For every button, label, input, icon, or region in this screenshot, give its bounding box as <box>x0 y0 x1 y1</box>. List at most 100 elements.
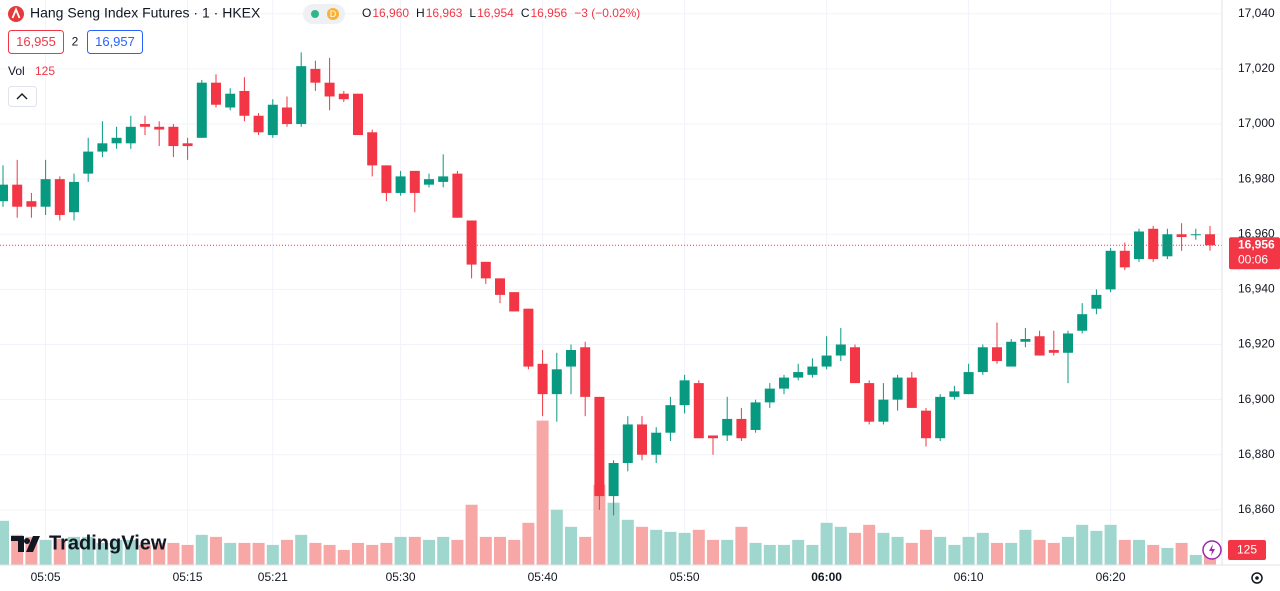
countdown: 00:06 <box>1238 252 1268 266</box>
market-open-dot <box>311 10 319 18</box>
volume-bar <box>607 502 620 565</box>
volume-bar <box>1076 524 1089 565</box>
candle-body <box>878 399 889 422</box>
candle-body <box>54 179 65 215</box>
candle-body <box>651 432 662 455</box>
collapse-icon <box>16 93 28 100</box>
volume-bar <box>834 526 847 565</box>
candle-body <box>1134 231 1144 260</box>
candle-body <box>1077 314 1088 331</box>
candle-body <box>480 261 491 279</box>
volume-bar <box>252 542 265 565</box>
x-tick-label: 05:05 <box>31 570 61 584</box>
candle-body <box>722 418 733 436</box>
volume-bar <box>1062 536 1074 565</box>
candles <box>0 52 1222 516</box>
candle-body <box>821 355 832 367</box>
candle-body <box>764 388 775 403</box>
y-tick-label: 16,920 <box>1238 337 1275 351</box>
volume-bar <box>877 532 890 565</box>
volume-bar <box>778 544 790 565</box>
candle-body <box>495 278 505 295</box>
candle-body <box>438 176 449 182</box>
volume-bar <box>266 544 279 565</box>
candle-body <box>168 126 179 147</box>
candle-body <box>850 347 860 384</box>
last-price-tag <box>1229 237 1280 270</box>
candle-body <box>537 363 548 395</box>
x-tick-label: 05:50 <box>670 570 700 584</box>
candle-body <box>807 366 818 375</box>
candle-body <box>466 220 477 265</box>
candle-body <box>779 377 789 389</box>
volume-bar <box>749 542 762 565</box>
candle-body <box>665 405 676 433</box>
symbol-logo <box>8 6 24 22</box>
candle-body <box>963 372 974 395</box>
volume-bar <box>1047 542 1060 565</box>
logo-mark <box>11 536 40 552</box>
buy-button[interactable] <box>87 30 143 54</box>
grid <box>0 0 1222 565</box>
volume-bar <box>451 539 464 565</box>
volume-bar <box>366 544 379 565</box>
volume-bar <box>309 542 322 565</box>
volume-bar <box>991 542 1003 565</box>
volume-bar <box>181 544 194 565</box>
volume-bar <box>636 526 648 565</box>
y-tick-label: 16,880 <box>1238 447 1275 461</box>
candle-body <box>977 347 988 373</box>
candle-body <box>0 184 8 202</box>
volume-bar <box>394 536 407 565</box>
symbol-title[interactable]: Hang Seng Index Futures · 1 · HKEX <box>30 5 261 21</box>
candle-body <box>992 347 1002 362</box>
candle-body <box>409 170 420 193</box>
candle-body <box>83 151 94 174</box>
candle-body <box>182 143 193 147</box>
volume-bar <box>593 484 606 565</box>
x-tick-label: 06:10 <box>954 570 984 584</box>
y-tick-label: 16,960 <box>1238 226 1275 240</box>
badge-circle <box>327 8 339 20</box>
candle-body <box>1205 234 1215 246</box>
volume-bar <box>763 544 776 565</box>
volume-bar <box>707 539 719 565</box>
candle-body <box>1048 350 1059 353</box>
candle-body <box>679 380 690 406</box>
volume-bar <box>1005 542 1018 565</box>
ohlc-value: 16,960 <box>372 6 409 20</box>
volume-bar <box>1104 524 1117 565</box>
volume-bar <box>39 539 52 565</box>
volume-bar <box>153 542 166 565</box>
sell-price: 16,955 <box>16 34 56 49</box>
x-tick-label: 06:20 <box>1096 570 1126 584</box>
ohlc-key: O <box>362 6 371 20</box>
candle-body <box>367 132 378 166</box>
volume-bar <box>124 539 137 565</box>
x-tick-label: 05:40 <box>528 570 558 584</box>
candle-body <box>111 137 122 144</box>
candle-body <box>253 115 264 133</box>
settings-icon[interactable] <box>1251 572 1263 584</box>
volume-bar <box>139 544 151 565</box>
candle-body <box>1020 339 1031 342</box>
candle-body <box>239 90 250 116</box>
volume-bar <box>295 534 308 565</box>
candle-body <box>1176 234 1187 238</box>
candle-body <box>424 179 434 185</box>
candle-body <box>1091 294 1102 309</box>
volume-bar <box>934 536 947 565</box>
volume-bar <box>976 532 989 565</box>
volume-bar <box>352 542 364 565</box>
candle-body <box>523 308 534 367</box>
sell-button[interactable] <box>8 30 64 54</box>
volume-bar <box>948 544 961 565</box>
volume-label: Vol <box>8 64 25 78</box>
volume-bar <box>650 529 663 565</box>
candle-body <box>1119 250 1130 268</box>
spread: 2 <box>72 35 79 49</box>
volume-bar <box>692 529 705 565</box>
alert-bolt <box>1209 544 1215 556</box>
candle-body <box>381 165 392 193</box>
collapse-button[interactable] <box>8 86 37 107</box>
